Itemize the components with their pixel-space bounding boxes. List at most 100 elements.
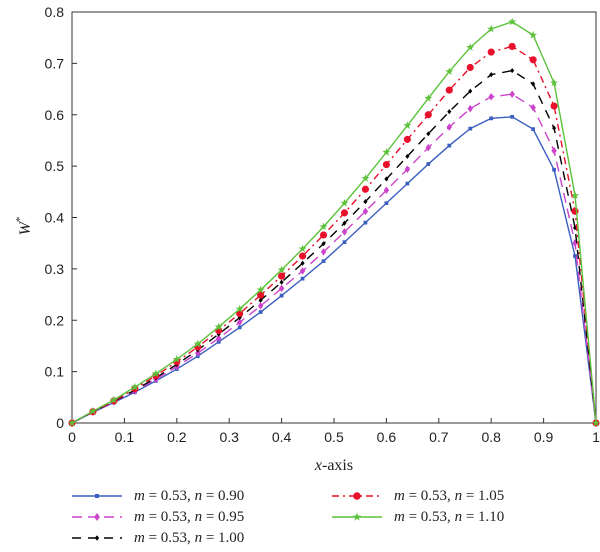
data-point: [319, 231, 328, 239]
y-tick-label: 0.4: [45, 210, 65, 226]
data-point: [95, 494, 99, 498]
data-point: [195, 349, 201, 357]
data-point: [299, 267, 306, 275]
x-tick-label: 0.3: [219, 429, 239, 445]
series-line: [71, 45, 597, 424]
data-point: [552, 125, 557, 131]
data-point: [235, 304, 244, 313]
data-point: [341, 228, 348, 236]
series-layer: [67, 17, 600, 427]
data-point: [466, 43, 475, 51]
data-point: [257, 291, 265, 299]
y-axis-title-variable: W: [17, 220, 34, 235]
data-point: [403, 135, 411, 143]
y-tick-label: 0.2: [45, 312, 65, 328]
data-point: [300, 260, 305, 266]
x-tick-label: 0: [68, 429, 76, 445]
data-point: [361, 174, 370, 182]
data-point: [573, 254, 577, 258]
x-tick-label: 0.2: [167, 429, 187, 445]
data-point: [447, 109, 452, 115]
data-point: [67, 418, 77, 427]
legend-label: m = 0.53, n = 0.95: [134, 509, 244, 525]
data-point: [487, 24, 496, 33]
x-tick-label: 0.6: [377, 429, 397, 445]
data-point: [447, 143, 452, 148]
data-point: [353, 492, 361, 500]
data-point: [94, 535, 100, 541]
data-point: [509, 90, 515, 98]
data-point: [258, 310, 263, 314]
y-tick-label: 0.5: [45, 158, 65, 174]
legend-entry: m = 0.53, n = 0.95: [72, 509, 244, 525]
data-point: [571, 191, 580, 199]
data-point: [384, 201, 389, 205]
data-point: [426, 131, 431, 137]
series-1-10: [67, 17, 600, 427]
y-axis-title: W*: [14, 217, 34, 236]
data-point: [508, 42, 516, 50]
data-point: [130, 382, 139, 391]
data-point: [216, 334, 222, 342]
data-point: [320, 248, 327, 256]
data-point: [88, 406, 97, 415]
data-point: [363, 220, 368, 225]
y-tick-label: 0: [56, 415, 64, 431]
legend-label: m = 0.53, n = 0.90: [134, 488, 244, 504]
data-point: [424, 111, 432, 119]
data-point: [384, 176, 389, 182]
data-point: [279, 293, 284, 298]
data-point: [529, 56, 537, 64]
data-point: [236, 318, 243, 327]
data-point: [488, 93, 494, 101]
series-0-95: [69, 90, 599, 427]
data-point: [468, 126, 473, 131]
data-point: [445, 86, 453, 94]
data-point: [403, 121, 412, 129]
series-1-00: [69, 68, 599, 426]
data-point: [531, 81, 536, 87]
data-point: [424, 94, 433, 102]
data-point: [382, 148, 391, 156]
data-point: [340, 198, 349, 207]
data-point: [151, 369, 160, 378]
y-tick-label: 0.1: [45, 364, 65, 380]
data-point: [298, 252, 307, 260]
axes: 0 0.1 0.2 0.3 0.4 0.5 0.6 0.7 0.8 0.9 1 0 0.1 0.2 0.3 0…: [45, 4, 600, 445]
legend-label: m = 0.53, n = 1.05: [394, 488, 504, 504]
data-point: [508, 17, 517, 26]
series-line: [71, 116, 597, 424]
data-point: [298, 244, 307, 253]
data-point: [193, 339, 202, 348]
data-point: [550, 102, 558, 110]
data-point: [94, 513, 100, 521]
data-point: [363, 199, 368, 205]
data-point: [256, 285, 265, 294]
data-point: [550, 78, 559, 87]
x-tick-label: 0.9: [534, 429, 554, 445]
data-point: [258, 297, 263, 303]
legend-label: m = 0.53, n = 1.10: [394, 509, 504, 525]
data-point: [510, 114, 515, 119]
data-point: [321, 259, 326, 264]
data-point: [382, 161, 390, 169]
legend-entry: m = 0.53, n = 1.10: [332, 509, 504, 525]
data-point: [405, 181, 410, 186]
data-point: [510, 68, 515, 74]
data-point: [529, 30, 538, 39]
data-point: [237, 325, 242, 330]
y-tick-label: 0.8: [45, 4, 65, 20]
data-point: [572, 239, 578, 247]
data-point: [321, 241, 326, 247]
data-point: [257, 302, 264, 310]
data-point: [489, 72, 494, 78]
data-point: [109, 395, 118, 404]
x-tick-label: 1: [592, 429, 600, 445]
data-point: [340, 209, 349, 217]
data-point: [425, 143, 432, 152]
data-point: [489, 116, 494, 121]
data-point: [277, 265, 286, 274]
y-tick-label: 0.7: [45, 55, 65, 71]
data-point: [446, 123, 452, 131]
